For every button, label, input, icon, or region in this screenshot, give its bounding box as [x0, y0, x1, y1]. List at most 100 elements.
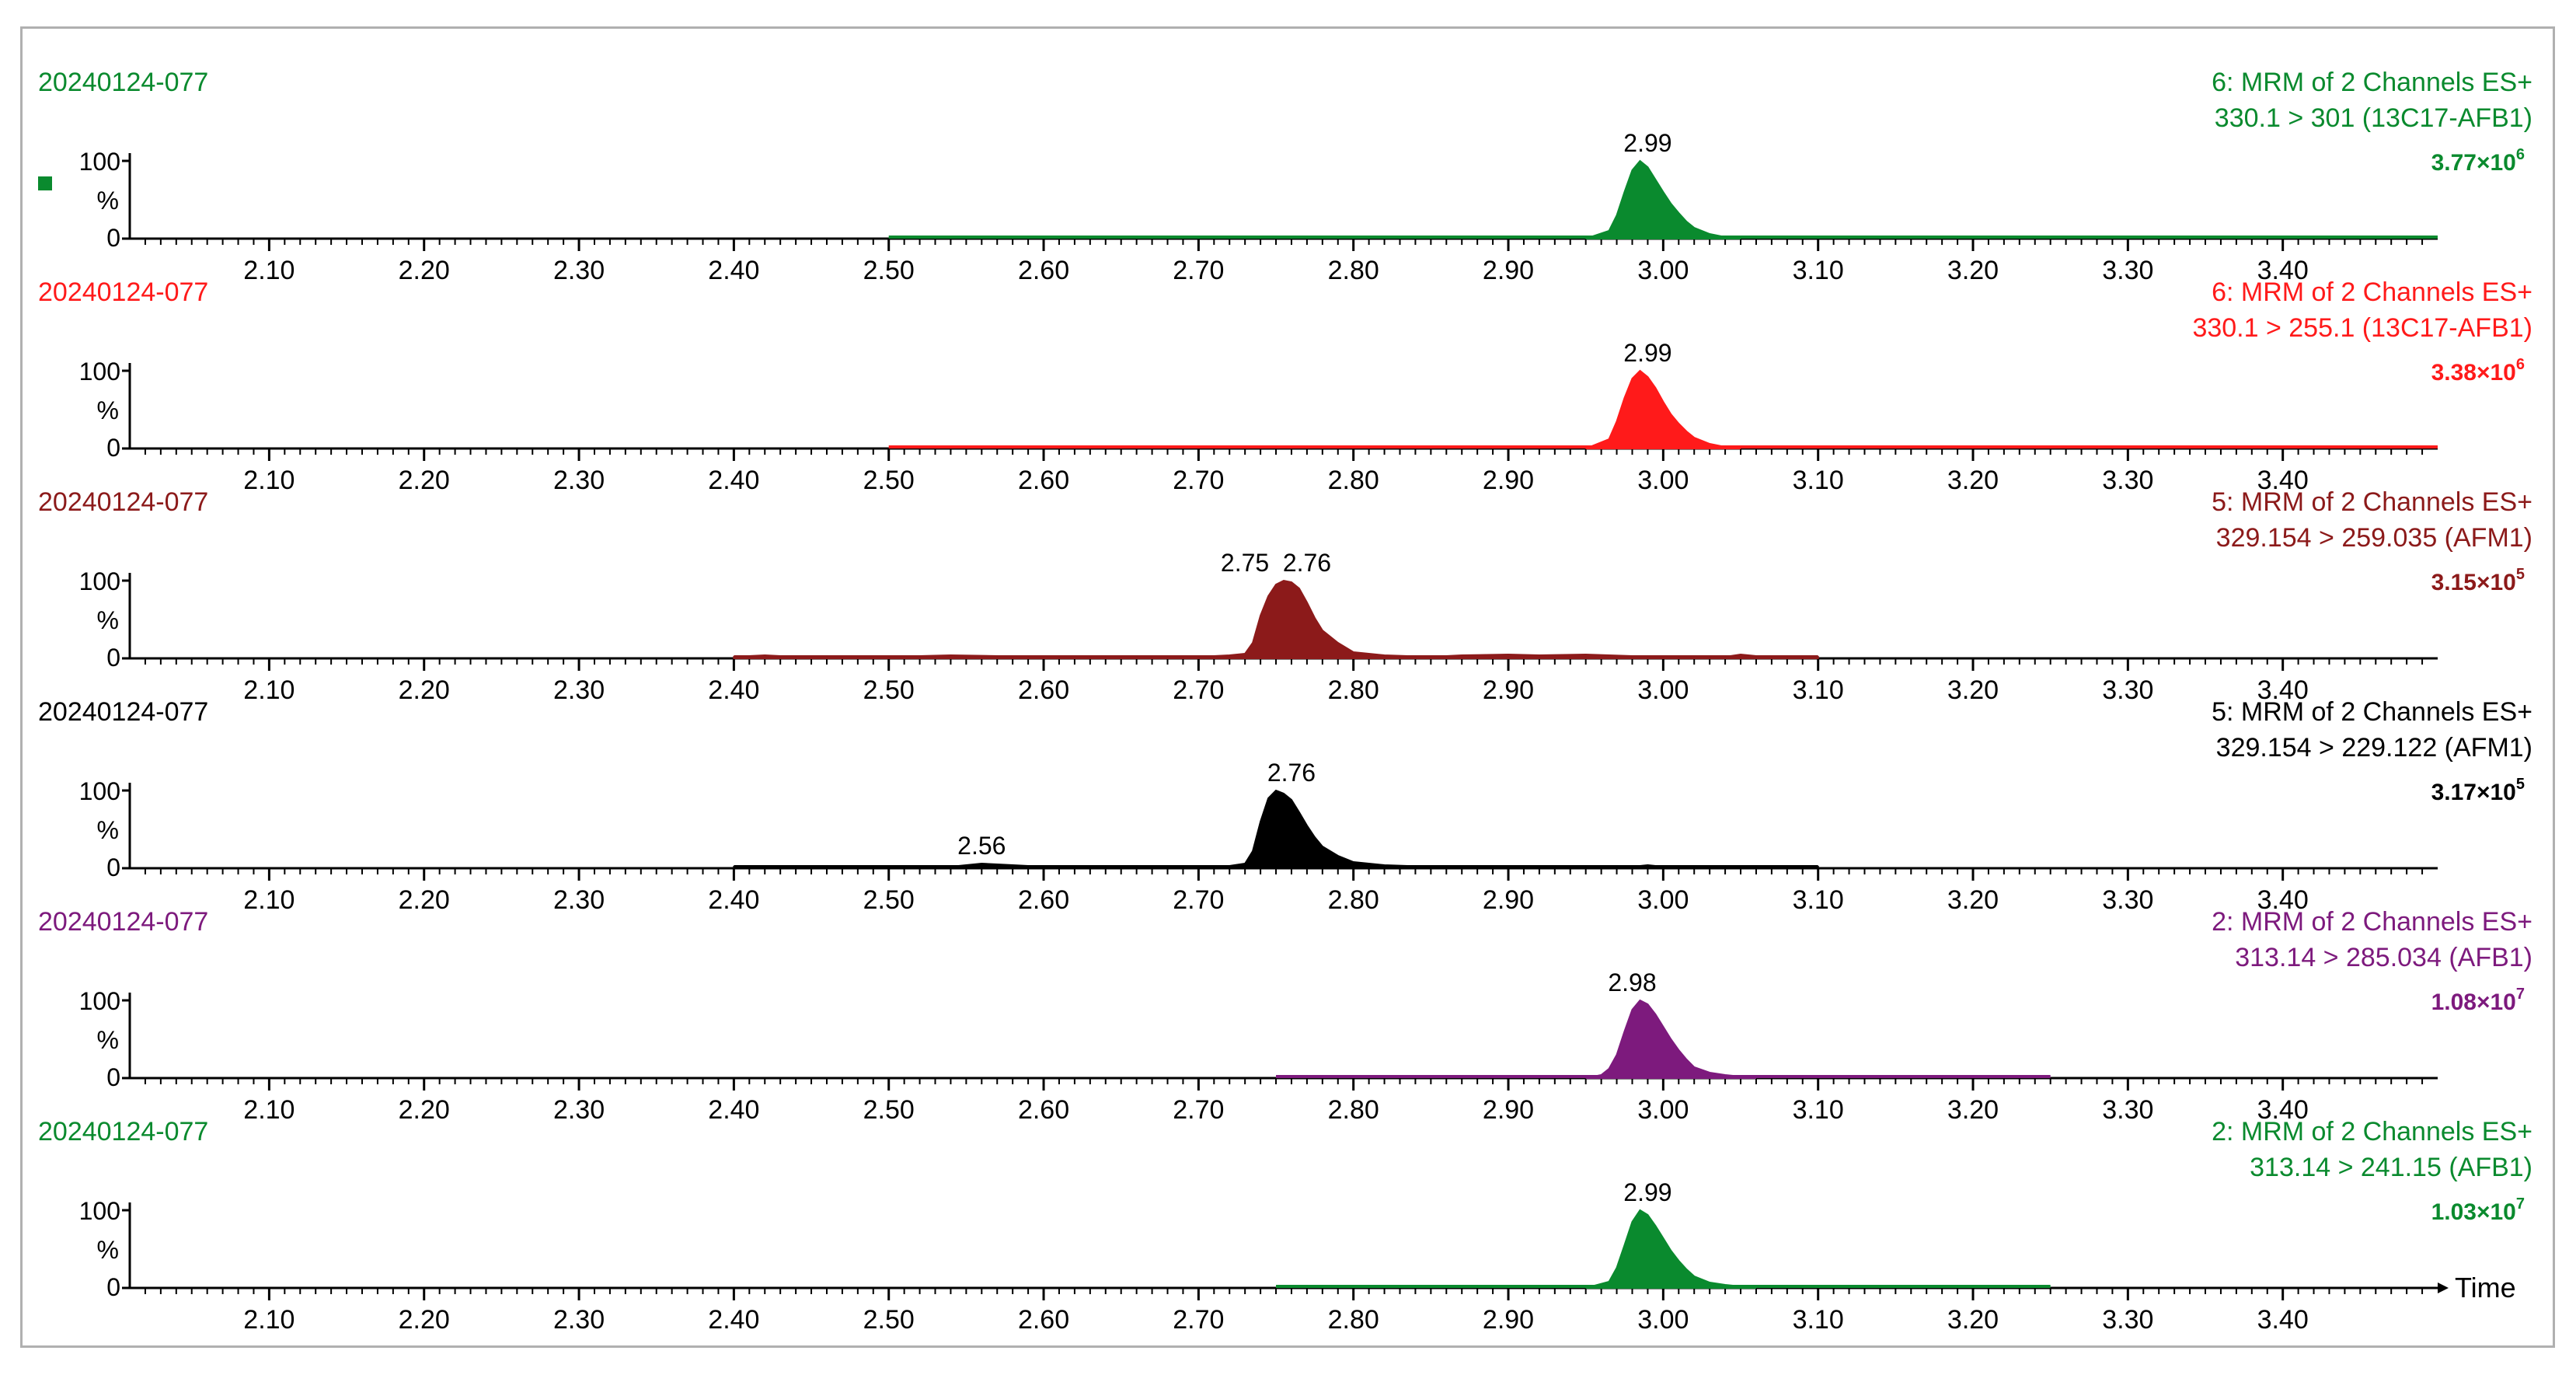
- y-tick-label: 100: [79, 1197, 120, 1225]
- x-tick-label: 2.90: [1483, 466, 1534, 495]
- x-tick-label: 2.10: [243, 1095, 295, 1125]
- x-tick-label: 3.10: [1793, 1095, 1844, 1125]
- x-tick-label: 2.70: [1173, 675, 1224, 705]
- x-tick-label: 2.80: [1328, 466, 1379, 495]
- x-tick-label: 2.60: [1018, 466, 1069, 495]
- channel-title-line: 330.1 > 255.1 (13C17-AFB1): [2192, 313, 2532, 343]
- intensity-label: 3.17×105: [2431, 776, 2525, 805]
- x-tick-label: 2.70: [1173, 466, 1224, 495]
- x-tick-label: 3.20: [1947, 1305, 1999, 1335]
- x-tick-label: 3.30: [2102, 675, 2153, 705]
- x-tick-label: 3.00: [1637, 885, 1689, 915]
- x-tick-label: 2.60: [1018, 885, 1069, 915]
- chromatogram-figure: 20240124-077 6: MRM of 2 Channels ES+ 330.…: [20, 26, 2555, 1348]
- sample-name: 20240124-077: [38, 697, 208, 727]
- x-tick-label: 3.30: [2102, 1095, 2153, 1125]
- channel-title-line: 5: MRM of 2 Channels ES+: [2212, 697, 2532, 727]
- peak-rt-label: 2.99: [1623, 1178, 1671, 1206]
- x-tick-label: 2.90: [1483, 885, 1534, 915]
- y-tick-label: 0: [106, 1273, 120, 1301]
- x-tick-label: 2.60: [1018, 1305, 1069, 1335]
- x-tick-label: 3.20: [1947, 885, 1999, 915]
- x-tick-label: 2.50: [863, 466, 915, 495]
- channel-title-line: 2: MRM of 2 Channels ES+: [2212, 907, 2532, 937]
- x-tick-label: 2.50: [863, 1095, 915, 1125]
- peak-rt-label: 2.75: [1221, 549, 1269, 577]
- sample-name: 20240124-077: [38, 1117, 208, 1146]
- peak-rt-label: 2.56: [957, 832, 1006, 860]
- chromatogram-panel-6: 20240124-077 2: MRM of 2 Channels ES+ 313.…: [38, 1117, 2532, 1335]
- chromatogram-peak: [733, 789, 1819, 869]
- channel-title-line: 6: MRM of 2 Channels ES+: [2212, 277, 2532, 307]
- chromatogram-peak: [1585, 1209, 1757, 1289]
- x-tick-label: 3.10: [1793, 256, 1844, 285]
- chromatogram-panel-4: 20240124-077 5: MRM of 2 Channels ES+ 329.…: [38, 697, 2532, 915]
- peak-rt-label: 2.76: [1283, 549, 1331, 577]
- chromatogram-peak: [1585, 159, 1741, 239]
- peak-rt-label: 2.98: [1608, 968, 1656, 996]
- channel-title-line: 313.14 > 241.15 (AFB1): [2250, 1153, 2532, 1182]
- x-tick-label: 2.80: [1328, 256, 1379, 285]
- x-axis-title: Time: [2455, 1272, 2516, 1303]
- x-tick-label: 2.80: [1328, 885, 1379, 915]
- x-tick-label: 2.50: [863, 675, 915, 705]
- x-tick-label: 2.70: [1173, 885, 1224, 915]
- chromatogram-peak: [733, 579, 1819, 659]
- x-tick-label: 2.80: [1328, 675, 1379, 705]
- x-tick-label: 3.30: [2102, 1305, 2153, 1335]
- x-tick-label: 3.00: [1637, 256, 1689, 285]
- x-tick-label: 2.40: [708, 1305, 759, 1335]
- x-tick-label: 3.10: [1793, 466, 1844, 495]
- intensity-label: 3.77×106: [2431, 146, 2525, 176]
- x-tick-label: 3.40: [2257, 1305, 2309, 1335]
- x-tick-label: 3.20: [1947, 675, 1999, 705]
- channel-title-line: 5: MRM of 2 Channels ES+: [2212, 487, 2532, 517]
- x-tick-label: 2.10: [243, 885, 295, 915]
- x-tick-label: 2.40: [708, 675, 759, 705]
- chromatogram-panel-5: 20240124-077 2: MRM of 2 Channels ES+ 313.…: [38, 907, 2532, 1125]
- intensity-label: 1.03×107: [2431, 1195, 2525, 1225]
- sample-name: 20240124-077: [38, 68, 208, 97]
- x-tick-label: 3.40: [2257, 885, 2309, 915]
- x-tick-label: 3.40: [2257, 256, 2309, 285]
- y-axis-label: %: [97, 1236, 119, 1264]
- x-tick-label: 3.30: [2102, 466, 2153, 495]
- x-tick-label: 3.00: [1637, 1305, 1689, 1335]
- chromatogram-stack: 20240124-077 6: MRM of 2 Channels ES+ 330.…: [38, 68, 2532, 1335]
- y-axis-label: %: [97, 1026, 119, 1054]
- x-tick-label: 2.30: [553, 885, 605, 915]
- y-tick-label: 100: [79, 358, 120, 386]
- x-tick-label: 3.40: [2257, 1095, 2309, 1125]
- x-tick-label: 2.50: [863, 1305, 915, 1335]
- y-tick-label: 100: [79, 567, 120, 595]
- x-tick-label: 2.50: [863, 885, 915, 915]
- x-tick-label: 2.10: [243, 256, 295, 285]
- x-tick-label: 2.10: [243, 466, 295, 495]
- x-tick-label: 2.30: [553, 1305, 605, 1335]
- y-axis-label: %: [97, 816, 119, 844]
- chromatogram-panel-1: 20240124-077 6: MRM of 2 Channels ES+ 330.…: [38, 68, 2532, 285]
- chromatogram-panel-2: 20240124-077 6: MRM of 2 Channels ES+ 330.…: [38, 277, 2532, 495]
- x-tick-label: 2.80: [1328, 1305, 1379, 1335]
- x-tick-label: 3.00: [1637, 466, 1689, 495]
- y-axis-label: %: [97, 187, 119, 215]
- sample-name: 20240124-077: [38, 907, 208, 937]
- x-tick-label: 2.80: [1328, 1095, 1379, 1125]
- peak-rt-label: 2.76: [1267, 759, 1316, 787]
- y-tick-label: 0: [106, 644, 120, 672]
- channel-title-line: 329.154 > 259.035 (AFM1): [2216, 523, 2532, 553]
- chromatogram-panel-3: 20240124-077 5: MRM of 2 Channels ES+ 329.…: [38, 487, 2532, 705]
- y-tick-label: 0: [106, 434, 120, 462]
- x-tick-label: 2.90: [1483, 675, 1534, 705]
- x-tick-label: 2.60: [1018, 675, 1069, 705]
- x-tick-label: 2.10: [243, 1305, 295, 1335]
- x-tick-label: 2.20: [399, 466, 450, 495]
- intensity-label: 1.08×107: [2431, 986, 2525, 1015]
- y-tick-label: 0: [106, 224, 120, 252]
- channel-title-line: 330.1 > 301 (13C17-AFB1): [2215, 103, 2532, 133]
- x-tick-label: 2.90: [1483, 1305, 1534, 1335]
- x-tick-label: 2.20: [399, 885, 450, 915]
- x-tick-label: 3.20: [1947, 256, 1999, 285]
- channel-title-line: 313.14 > 285.034 (AFB1): [2235, 943, 2532, 972]
- peak-rt-label: 2.99: [1623, 339, 1671, 367]
